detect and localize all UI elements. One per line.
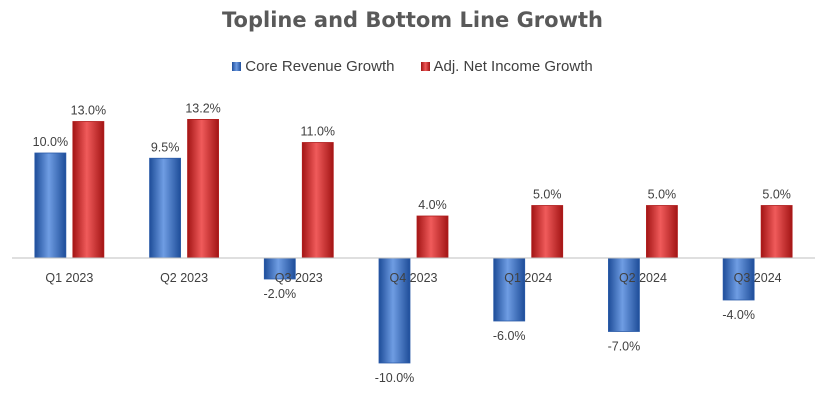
bar-core-revenue-q2-2024 xyxy=(608,257,640,332)
data-label-adj-net-income-q2-2024: 5.0% xyxy=(648,188,677,202)
legend-item-core-revenue: Core Revenue Growth xyxy=(232,58,395,75)
legend: Core Revenue Growth Adj. Net Income Grow… xyxy=(0,58,825,75)
x-tick-label: Q1 2024 xyxy=(504,271,552,285)
data-label-adj-net-income-q1-2023: 13.0% xyxy=(71,104,106,118)
x-tick-label: Q2 2024 xyxy=(619,271,667,285)
data-label-core-revenue-q1-2024: -6.0% xyxy=(493,329,526,343)
bar-core-revenue-q1-2024 xyxy=(493,257,526,322)
bar-adj-net-income-q4-2023 xyxy=(416,215,449,259)
bar-adj-net-income-q3-2023 xyxy=(301,142,334,259)
x-tick-label: Q3 2023 xyxy=(275,271,323,285)
bar-core-revenue-q2-2023 xyxy=(149,157,181,259)
data-label-adj-net-income-q1-2024: 5.0% xyxy=(533,188,562,202)
x-tick-label: Q1 2023 xyxy=(45,271,93,285)
data-label-core-revenue-q3-2023: -2.0% xyxy=(263,287,296,301)
bars-layer xyxy=(34,119,793,364)
bar-adj-net-income-q1-2023 xyxy=(72,121,105,259)
bar-adj-net-income-q1-2024 xyxy=(531,205,564,259)
legend-item-adj-net-income: Adj. Net Income Growth xyxy=(420,58,593,75)
labels-layer: 10.0% 13.0% Q1 2023 9.5% 13.2% Q2 2023 -2.0% 11… xyxy=(33,101,791,385)
bar-core-revenue-q1-2023 xyxy=(34,152,67,259)
data-label-adj-net-income-q3-2023: 11.0% xyxy=(301,125,336,139)
data-label-adj-net-income-q2-2023: 13.2% xyxy=(185,101,220,115)
legend-label-core-revenue: Core Revenue Growth xyxy=(245,58,395,75)
bar-adj-net-income-q2-2023 xyxy=(187,119,219,259)
legend-label-adj-net-income: Adj. Net Income Growth xyxy=(433,58,593,75)
data-label-adj-net-income-q4-2023: 4.0% xyxy=(418,198,447,212)
data-label-adj-net-income-q3-2024: 5.0% xyxy=(762,188,791,202)
data-label-core-revenue-q2-2024: -7.0% xyxy=(608,340,641,354)
data-label-core-revenue-q3-2024: -4.0% xyxy=(722,308,755,322)
x-tick-label: Q2 2023 xyxy=(160,271,208,285)
bar-adj-net-income-q2-2024 xyxy=(646,205,678,259)
x-tick-label: Q3 2024 xyxy=(734,271,782,285)
legend-swatch-core-revenue xyxy=(232,62,242,71)
x-tick-label: Q4 2023 xyxy=(390,271,438,285)
data-label-core-revenue-q1-2023: 10.0% xyxy=(33,135,68,149)
data-label-core-revenue-q4-2023: -10.0% xyxy=(375,371,415,385)
bar-adj-net-income-q3-2024 xyxy=(760,205,793,259)
chart-title: Topline and Bottom Line Growth xyxy=(222,8,603,32)
legend-swatch-adj-net-income xyxy=(420,62,430,71)
data-label-core-revenue-q2-2023: 9.5% xyxy=(151,140,180,154)
